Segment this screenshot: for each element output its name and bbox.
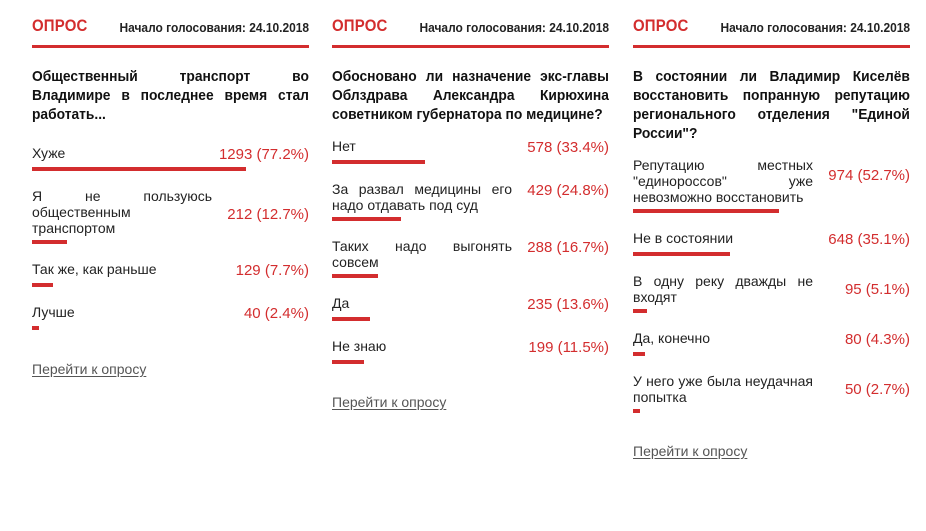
go-to-poll-link[interactable]: Перейти к опросу xyxy=(332,394,447,410)
option-value: 974 (52.7%) xyxy=(828,167,910,184)
poll-option: Не в состоянии 648 (35.1%) xyxy=(633,230,910,256)
option-result-bar xyxy=(633,409,640,413)
poll-options: Репутацию местных "единороссов" уже нево… xyxy=(633,157,910,413)
option-label: Да xyxy=(332,295,350,311)
option-result-bar xyxy=(332,160,425,164)
poll-2: ОПРОС Начало голосования: 24.10.2018 Обо… xyxy=(332,12,609,412)
poll-header: ОПРОС Начало голосования: 24.10.2018 xyxy=(633,12,910,48)
poll-option: Лучше 40 (2.4%) xyxy=(32,304,309,330)
option-result-bar xyxy=(32,240,67,244)
poll-options: Хуже 1293 (77.2%) Я не пользуюсь обществ… xyxy=(32,145,309,330)
poll-header: ОПРОС Начало голосования: 24.10.2018 xyxy=(32,12,309,48)
option-label: За развал медицины его надо отдавать под… xyxy=(332,181,512,213)
poll-options: Нет 578 (33.4%) За развал медицины его н… xyxy=(332,138,609,364)
option-value: 40 (2.4%) xyxy=(243,305,309,322)
option-value: 1293 (77.2%) xyxy=(218,146,309,163)
option-label: Репутацию местных "единороссов" уже нево… xyxy=(633,157,813,205)
option-result-bar xyxy=(332,217,401,221)
option-label: Лучше xyxy=(32,304,75,320)
go-to-poll-link[interactable]: Перейти к опросу xyxy=(633,443,748,459)
poll-header: ОПРОС Начало голосования: 24.10.2018 xyxy=(332,12,609,48)
option-result-bar xyxy=(32,167,246,171)
poll-start-date: Начало голосования: 24.10.2018 xyxy=(119,20,309,35)
option-result-bar xyxy=(32,326,39,330)
poll-option: Нет 578 (33.4%) xyxy=(332,138,609,164)
option-value: 429 (24.8%) xyxy=(527,182,609,199)
option-label: Не знаю xyxy=(332,338,387,354)
option-result-bar xyxy=(633,352,645,356)
poll-3: ОПРОС Начало голосования: 24.10.2018 В с… xyxy=(633,12,910,461)
poll-option: У него уже была неудачная попытка 50 (2.… xyxy=(633,373,910,413)
poll-label: ОПРОС xyxy=(633,16,689,35)
option-value: 95 (5.1%) xyxy=(844,281,910,298)
option-result-bar xyxy=(32,283,53,287)
option-value: 212 (12.7%) xyxy=(227,206,309,223)
poll-option: Так же, как раньше 129 (7.7%) xyxy=(32,261,309,287)
poll-start-date: Начало голосования: 24.10.2018 xyxy=(720,20,910,35)
option-value: 199 (11.5%) xyxy=(528,339,609,356)
option-result-bar xyxy=(633,252,730,256)
option-result-bar xyxy=(633,309,647,313)
poll-1: ОПРОС Начало голосования: 24.10.2018 Общ… xyxy=(32,12,309,379)
poll-option: Да, конечно 80 (4.3%) xyxy=(633,330,910,356)
poll-label: ОПРОС xyxy=(32,16,88,35)
option-label: У него уже была неудачная попытка xyxy=(633,373,813,405)
option-label: Так же, как раньше xyxy=(32,261,157,277)
option-result-bar xyxy=(332,360,364,364)
option-label: Не в состоянии xyxy=(633,230,734,246)
poll-option: Я не пользуюсь общественным транспортом … xyxy=(32,188,309,244)
poll-option: Хуже 1293 (77.2%) xyxy=(32,145,309,171)
option-label: Да, конечно xyxy=(633,330,710,346)
poll-question: Общественный транспорт во Владимире в по… xyxy=(32,68,309,123)
option-label: Я не пользуюсь общественным транспортом xyxy=(32,188,212,236)
poll-question: Обосновано ли назначение экс-главы Облзд… xyxy=(332,68,609,123)
poll-option: Да 235 (13.6%) xyxy=(332,295,609,321)
poll-option: За развал медицины его надо отдавать под… xyxy=(332,181,609,221)
option-value: 235 (13.6%) xyxy=(527,296,609,313)
option-value: 80 (4.3%) xyxy=(844,331,910,348)
option-value: 129 (7.7%) xyxy=(235,262,309,279)
go-to-poll-link[interactable]: Перейти к опросу xyxy=(32,361,147,377)
poll-start-date: Начало голосования: 24.10.2018 xyxy=(419,20,609,35)
option-label: Хуже xyxy=(32,145,66,161)
poll-label: ОПРОС xyxy=(332,16,388,35)
option-result-bar xyxy=(332,274,378,278)
poll-question: В состоянии ли Владимир Киселёв восстано… xyxy=(633,68,910,142)
option-label: В одну реку дважды не входят xyxy=(633,273,813,305)
option-label: Нет xyxy=(332,138,356,154)
option-value: 648 (35.1%) xyxy=(828,231,910,248)
poll-option: В одну реку дважды не входят 95 (5.1%) xyxy=(633,273,910,313)
option-result-bar xyxy=(633,209,779,213)
poll-option: Не знаю 199 (11.5%) xyxy=(332,338,609,364)
option-value: 50 (2.7%) xyxy=(844,381,910,398)
option-result-bar xyxy=(332,317,370,321)
option-value: 578 (33.4%) xyxy=(527,139,609,156)
option-label: Таких надо выгонять совсем xyxy=(332,238,512,270)
poll-option: Репутацию местных "единороссов" уже нево… xyxy=(633,157,910,213)
poll-option: Таких надо выгонять совсем 288 (16.7%) xyxy=(332,238,609,278)
option-value: 288 (16.7%) xyxy=(527,239,609,256)
